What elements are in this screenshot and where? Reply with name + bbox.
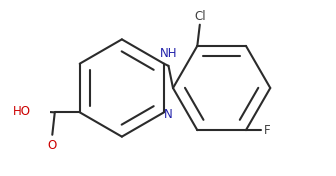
Text: N: N xyxy=(164,108,173,121)
Text: F: F xyxy=(263,124,270,137)
Text: HO: HO xyxy=(13,105,31,118)
Text: O: O xyxy=(48,139,57,152)
Text: Cl: Cl xyxy=(194,10,206,23)
Text: NH: NH xyxy=(160,47,177,60)
